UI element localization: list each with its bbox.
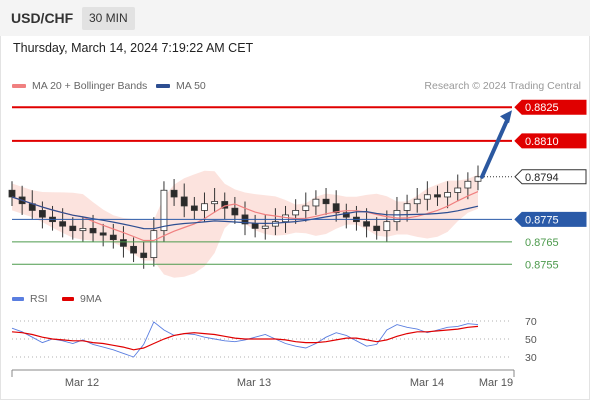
legend-ma-bb-label: MA 20 + Bollinger Bands: [32, 80, 148, 92]
legend-ma50-label: MA 50: [176, 80, 206, 92]
candle-body: [413, 198, 421, 205]
candle-body: [211, 201, 219, 205]
candle-body: [150, 230, 158, 258]
level-label-0.8810: 0.8810: [525, 136, 559, 148]
ma-bb-swatch: [12, 84, 26, 88]
candle-body: [231, 207, 239, 216]
bollinger-bands: [12, 170, 478, 278]
candle-body: [322, 198, 330, 205]
candle-body: [292, 210, 300, 216]
ma50-line: [11, 196, 479, 230]
candle-body: [190, 205, 198, 211]
level-label-0.8755: 0.8755: [525, 259, 559, 271]
candle-body: [332, 203, 340, 214]
rsi-swatch: [12, 297, 24, 301]
forecast-arrow-shaft: [480, 116, 510, 179]
legend-rsi-label: RSI: [30, 293, 48, 305]
level-label-0.8825: 0.8825: [525, 102, 559, 114]
candle-body: [271, 221, 279, 227]
candle-body: [99, 232, 107, 236]
credit-text: Research © 2024 Trading Central: [424, 80, 581, 92]
candle-body: [201, 203, 208, 211]
candle-body: [109, 234, 117, 241]
ma50-swatch: [156, 84, 170, 88]
symbol-label: USD/CHF: [11, 10, 74, 26]
level-tag-0.8794: 0.8794: [514, 169, 587, 185]
legend-ma50: MA 50: [156, 80, 206, 92]
candle-body: [393, 210, 401, 223]
forecast-arrow-head: [500, 110, 512, 124]
rsi-tick-label: 30: [525, 352, 537, 364]
legend-rsi-ma: 9MA: [62, 293, 102, 305]
rsi-series-RSI: [11, 321, 479, 358]
rsi-tick-label: 70: [525, 316, 537, 328]
candle-body: [342, 212, 350, 218]
level-label-0.8765: 0.8765: [525, 237, 559, 249]
candle-body: [8, 189, 16, 198]
candle-body: [363, 221, 370, 227]
rsi-series-9MA: [11, 325, 479, 351]
candle-body: [383, 221, 391, 232]
candle-body: [160, 189, 168, 232]
price-panel: 0.8825 0.8810 0.8794 0.8775 0.8765 0.8755: [8, 99, 587, 278]
candle-body: [170, 189, 178, 198]
candle-body: [454, 187, 462, 193]
candle-body: [180, 196, 188, 207]
candle-body: [120, 239, 127, 247]
level-label-0.8794: 0.8794: [525, 172, 559, 184]
rsi-panel: 70 50 30: [11, 316, 537, 364]
timeframe-button[interactable]: 30 MIN: [82, 7, 135, 30]
candle-body: [444, 192, 452, 198]
candle-body: [312, 198, 320, 207]
candle-body: [403, 203, 411, 211]
rsi-tick-label: 50: [525, 334, 537, 346]
timestamp: Thursday, March 14, 2024 7:19:22 AM CET: [13, 41, 254, 55]
level-tag-0.8775: 0.8775: [514, 211, 587, 227]
candle-body: [140, 252, 148, 258]
level-tag-0.8825: 0.8825: [514, 99, 587, 115]
level-tag-box: [514, 99, 587, 115]
level-label-0.8775: 0.8775: [525, 214, 559, 226]
x-tick-label: Mar 12: [65, 377, 99, 389]
candle-body: [434, 194, 441, 198]
candle-body: [69, 225, 77, 232]
legend-ma-bb: MA 20 + Bollinger Bands: [12, 80, 147, 92]
candle-body: [130, 245, 137, 254]
candle-body: [89, 227, 97, 234]
x-axis: Mar 12 Mar 13 Mar 14 Mar 19: [11, 369, 515, 389]
x-tick-label: Mar 14: [410, 377, 444, 389]
candle-body: [251, 223, 259, 229]
level-tag-0.8810: 0.8810: [514, 133, 587, 149]
candle-body: [373, 225, 381, 232]
candle-body: [423, 194, 431, 200]
header-bar: USD/CHF 30 MIN: [0, 0, 590, 36]
candle-body: [302, 205, 310, 211]
x-tick-label: Mar 13: [237, 377, 271, 389]
candle-body: [59, 221, 67, 227]
level-tag-box: [514, 211, 587, 227]
legend-rsi-ma-label: 9MA: [80, 293, 102, 305]
candle-body: [474, 176, 482, 182]
candle-body: [38, 210, 46, 218]
candle-body: [464, 180, 472, 189]
level-tag-box: [514, 169, 587, 185]
rsi-ma-swatch: [62, 297, 74, 301]
legend-rsi: RSI: [12, 293, 48, 305]
candle-body: [79, 227, 87, 232]
x-tick-label: Mar 19: [479, 377, 513, 389]
candle-body: [261, 225, 269, 229]
level-tag-box: [514, 133, 587, 149]
